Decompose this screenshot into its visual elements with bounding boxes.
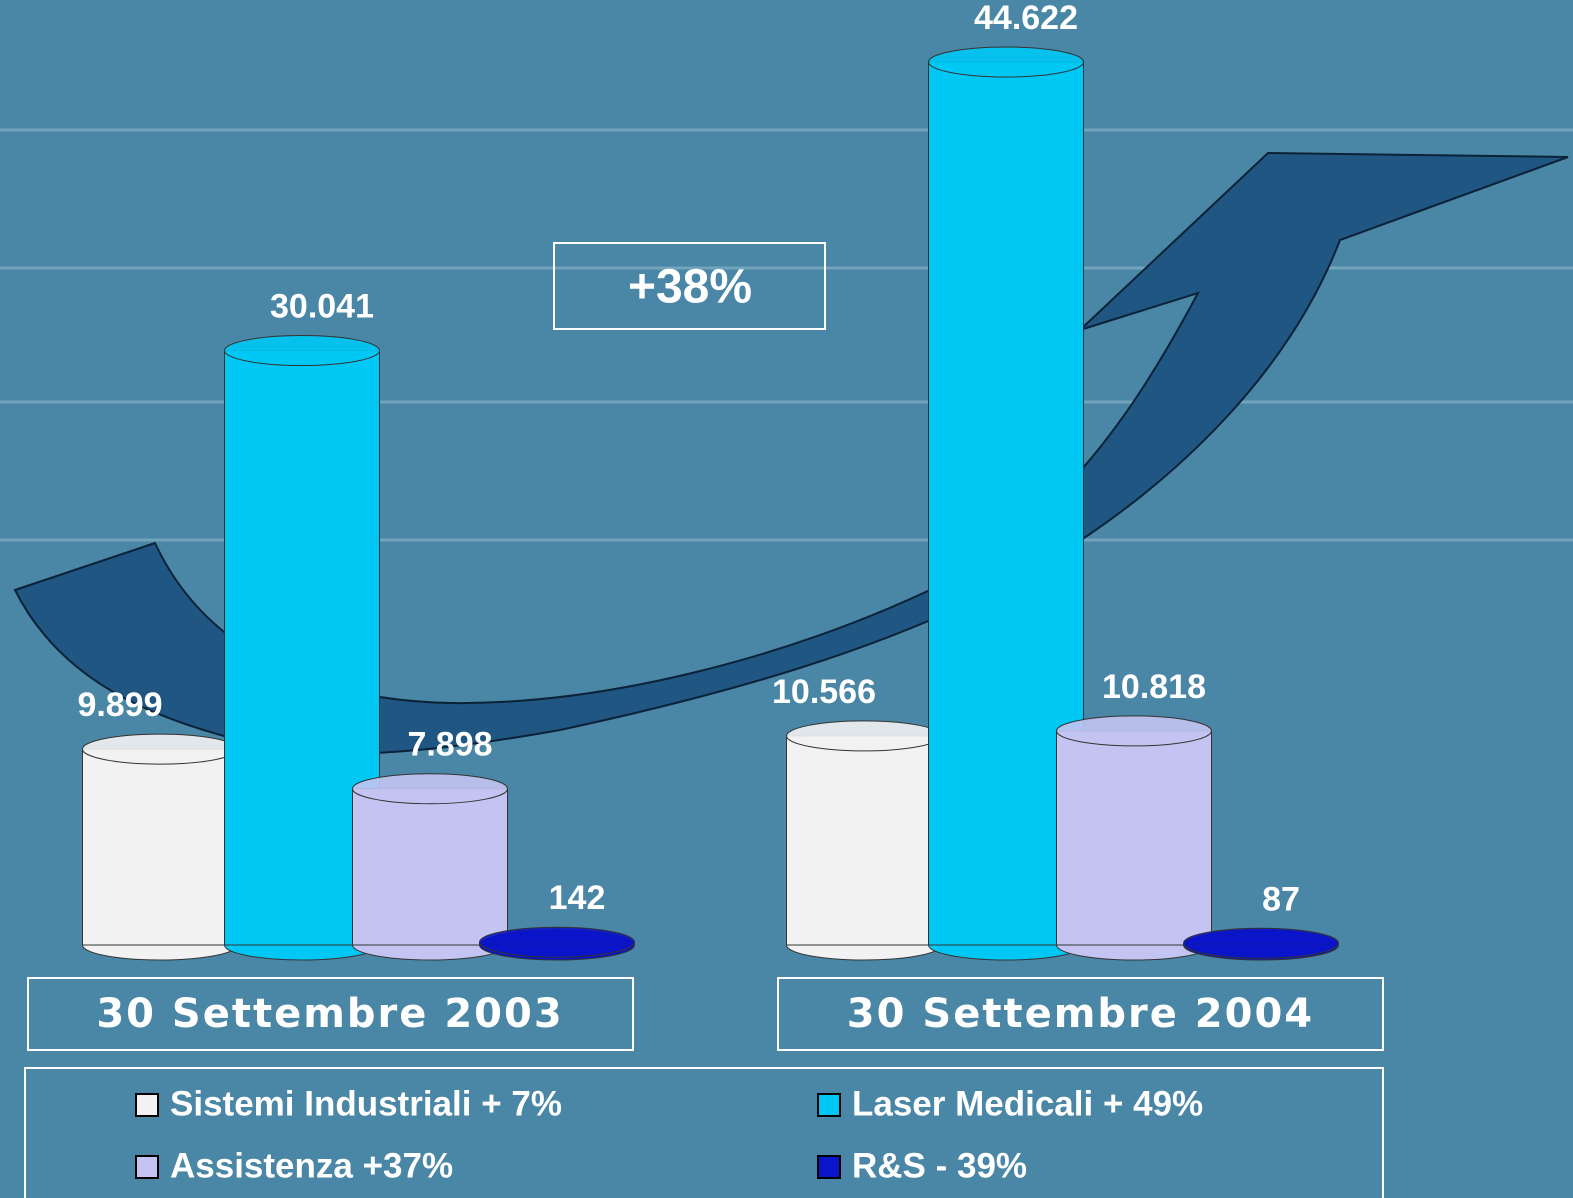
value-label: 7.898 bbox=[407, 726, 492, 764]
legend-swatch bbox=[135, 1093, 159, 1117]
bar-top bbox=[352, 773, 508, 805]
value-label: 44.622 bbox=[974, 0, 1078, 37]
bar-top bbox=[928, 46, 1084, 78]
legend-label: Laser Medicali + 49% bbox=[852, 1084, 1203, 1123]
bar bbox=[82, 748, 238, 946]
value-label: 142 bbox=[549, 879, 606, 917]
legend-swatch bbox=[817, 1155, 841, 1179]
category-label: 30 Settembre 2004 bbox=[847, 991, 1314, 1037]
bar-top bbox=[224, 335, 380, 367]
bar-top bbox=[786, 720, 942, 752]
value-label: 87 bbox=[1262, 880, 1300, 918]
legend-swatch bbox=[135, 1155, 159, 1179]
category-box bbox=[27, 977, 634, 1051]
category-box bbox=[777, 977, 1384, 1051]
bar-top bbox=[1183, 927, 1339, 959]
annotation-box bbox=[553, 242, 826, 330]
bar-top bbox=[1056, 715, 1212, 747]
legend-box bbox=[24, 1067, 1384, 1198]
bar-top bbox=[479, 926, 635, 958]
annotation: +38% bbox=[628, 261, 752, 314]
bar bbox=[786, 735, 942, 946]
bar-top bbox=[82, 733, 238, 765]
legend-label: Sistemi Industriali + 7% bbox=[170, 1084, 562, 1123]
legend-swatch bbox=[817, 1093, 841, 1117]
bar bbox=[352, 788, 508, 946]
value-label: 10.818 bbox=[1102, 668, 1206, 706]
legend-label: R&S - 39% bbox=[852, 1146, 1027, 1185]
value-label: 9.899 bbox=[77, 686, 162, 724]
bar bbox=[1056, 730, 1212, 946]
legend-label: Assistenza +37% bbox=[170, 1146, 453, 1185]
value-label: 10.566 bbox=[772, 673, 876, 711]
category-label: 30 Settembre 2003 bbox=[96, 991, 563, 1037]
value-label: 30.041 bbox=[270, 288, 374, 326]
